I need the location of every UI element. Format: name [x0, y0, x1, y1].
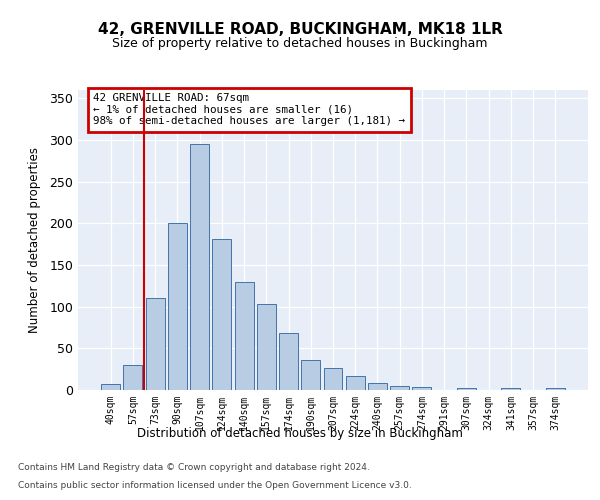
- Bar: [546, 388, 565, 390]
- Bar: [502, 388, 520, 390]
- Text: 42 GRENVILLE ROAD: 67sqm
← 1% of detached houses are smaller (16)
98% of semi-de: 42 GRENVILLE ROAD: 67sqm ← 1% of detache…: [94, 93, 406, 126]
- Bar: [390, 386, 409, 390]
- Bar: [168, 224, 187, 390]
- Text: Size of property relative to detached houses in Buckingham: Size of property relative to detached ho…: [112, 38, 488, 51]
- Bar: [412, 386, 431, 390]
- Bar: [235, 282, 254, 390]
- Bar: [279, 334, 298, 390]
- Y-axis label: Number of detached properties: Number of detached properties: [28, 147, 41, 333]
- Bar: [323, 368, 343, 390]
- Bar: [146, 298, 164, 390]
- Text: Distribution of detached houses by size in Buckingham: Distribution of detached houses by size …: [137, 428, 463, 440]
- Bar: [346, 376, 365, 390]
- Bar: [257, 304, 276, 390]
- Bar: [301, 360, 320, 390]
- Bar: [124, 365, 142, 390]
- Text: Contains public sector information licensed under the Open Government Licence v3: Contains public sector information licen…: [18, 481, 412, 490]
- Text: 42, GRENVILLE ROAD, BUCKINGHAM, MK18 1LR: 42, GRENVILLE ROAD, BUCKINGHAM, MK18 1LR: [98, 22, 502, 38]
- Bar: [457, 388, 476, 390]
- Bar: [101, 384, 120, 390]
- Bar: [190, 144, 209, 390]
- Bar: [368, 384, 387, 390]
- Text: Contains HM Land Registry data © Crown copyright and database right 2024.: Contains HM Land Registry data © Crown c…: [18, 464, 370, 472]
- Bar: [212, 239, 231, 390]
